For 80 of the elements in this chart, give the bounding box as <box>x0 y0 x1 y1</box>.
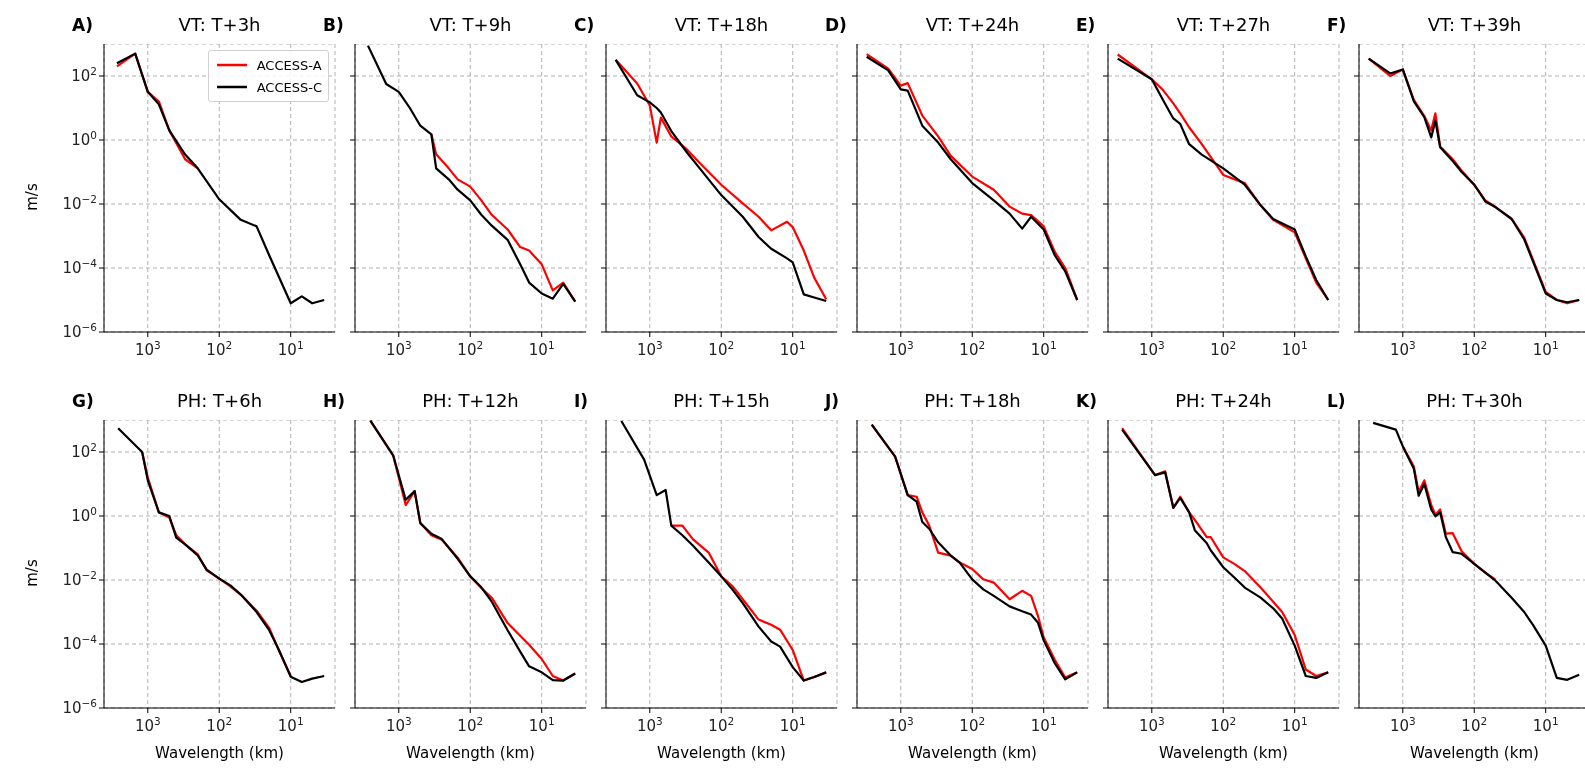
chart-title: VT: T+9h <box>429 14 512 35</box>
y-tick-label: 10$^{−4}$ <box>62 257 98 277</box>
x-tick-label: 10$^{2}$ <box>1461 339 1488 359</box>
text: D) <box>825 15 847 35</box>
y-tick-label: 10$^{−2}$ <box>62 569 97 589</box>
x-tick-label: 10$^{1}$ <box>1532 339 1559 359</box>
legend-label: ACCESS-A <box>256 57 322 73</box>
chart-title: VT: T+3h <box>178 14 261 35</box>
x-tick-label: 10$^{2}$ <box>959 715 986 735</box>
x-tick-label: 10$^{1}$ <box>277 715 304 735</box>
x-tick-label: 10$^{3}$ <box>385 339 412 359</box>
x-tick-label: 10$^{1}$ <box>1030 715 1057 735</box>
chart-title: PH: T+15h <box>673 390 770 411</box>
x-tick-label: 10$^{1}$ <box>277 339 304 359</box>
chart-title: VT: T+27h <box>1176 14 1271 35</box>
x-tick-label: 10$^{3}$ <box>1389 339 1416 359</box>
text: G) <box>72 391 94 411</box>
x-tick-label: 10$^{3}$ <box>636 715 663 735</box>
y-tick-label: 10$^{2}$ <box>71 441 97 461</box>
x-tick-label: 10$^{3}$ <box>1389 715 1416 735</box>
x-axis-title: Wavelength (km) <box>907 744 1038 762</box>
text: J) <box>825 391 840 411</box>
chart-title: PH: T+6h <box>176 390 263 411</box>
x-tick-label: 10$^{2}$ <box>1210 339 1237 359</box>
x-tick-label: 10$^{3}$ <box>1138 715 1165 735</box>
text: A) <box>72 15 93 35</box>
text: K) <box>1076 391 1097 411</box>
text: B) <box>323 15 344 35</box>
x-tick-label: 10$^{3}$ <box>887 715 914 735</box>
x-tick-label: 10$^{1}$ <box>1281 715 1308 735</box>
x-tick-label: 10$^{1}$ <box>1030 339 1057 359</box>
x-tick-label: 10$^{2}$ <box>708 339 735 359</box>
x-tick-label: 10$^{2}$ <box>457 715 484 735</box>
text: L) <box>1327 391 1346 411</box>
y-tick-label: 10$^{−4}$ <box>62 633 98 653</box>
x-tick-label: 10$^{2}$ <box>1210 715 1237 735</box>
x-axis-title: Wavelength (km) <box>405 744 536 762</box>
text: H) <box>323 391 345 411</box>
x-tick-label: 10$^{2}$ <box>1461 715 1488 735</box>
x-tick-label: 10$^{1}$ <box>779 339 806 359</box>
y-tick-label: 10$^{2}$ <box>71 65 97 85</box>
x-tick-label: 10$^{2}$ <box>206 339 233 359</box>
chart-title: VT: T+18h <box>674 14 769 35</box>
x-tick-label: 10$^{2}$ <box>206 715 233 735</box>
x-tick-label: 10$^{3}$ <box>636 339 663 359</box>
y-tick-label: 10$^{0}$ <box>71 129 97 149</box>
x-axis-title: Wavelength (km) <box>154 744 285 762</box>
x-tick-label: 10$^{2}$ <box>457 339 484 359</box>
chart-title: VT: T+24h <box>925 14 1020 35</box>
x-tick-label: 10$^{2}$ <box>959 339 986 359</box>
x-tick-label: 10$^{3}$ <box>1138 339 1165 359</box>
chart-title: PH: T+30h <box>1425 390 1524 411</box>
x-axis-title: Wavelength (km) <box>656 744 787 762</box>
x-tick-label: 10$^{1}$ <box>528 715 555 735</box>
x-tick-label: 10$^{3}$ <box>385 715 412 735</box>
x-tick-label: 10$^{2}$ <box>708 715 735 735</box>
x-tick-label: 10$^{1}$ <box>779 715 806 735</box>
text: C) <box>574 15 595 35</box>
y-tick-label: 10$^{−6}$ <box>62 321 98 341</box>
text: E) <box>1076 15 1096 35</box>
x-tick-label: 10$^{1}$ <box>1532 715 1559 735</box>
x-tick-label: 10$^{1}$ <box>528 339 555 359</box>
x-tick-label: 10$^{3}$ <box>887 339 914 359</box>
chart-title: VT: T+39h <box>1426 14 1523 35</box>
text: F) <box>1327 15 1347 35</box>
chart-title: PH: T+18h <box>924 390 1021 411</box>
x-tick-label: 10$^{3}$ <box>134 339 161 359</box>
x-tick-label: 10$^{1}$ <box>1281 339 1308 359</box>
text: I) <box>574 391 589 411</box>
x-tick-label: 10$^{3}$ <box>134 715 161 735</box>
y-axis-title: m/s <box>23 182 41 213</box>
y-tick-label: 10$^{−2}$ <box>62 193 97 213</box>
x-axis-title: Wavelength (km) <box>1158 744 1289 762</box>
legend-label: ACCESS-C <box>256 79 322 95</box>
x-axis-title: Wavelength (km) <box>1409 744 1540 762</box>
chart-title: PH: T+12h <box>422 390 519 411</box>
y-tick-label: 10$^{0}$ <box>71 505 97 525</box>
y-axis-title: m/s <box>23 558 41 589</box>
y-tick-label: 10$^{−6}$ <box>62 697 98 717</box>
chart-title: PH: T+24h <box>1175 390 1272 411</box>
